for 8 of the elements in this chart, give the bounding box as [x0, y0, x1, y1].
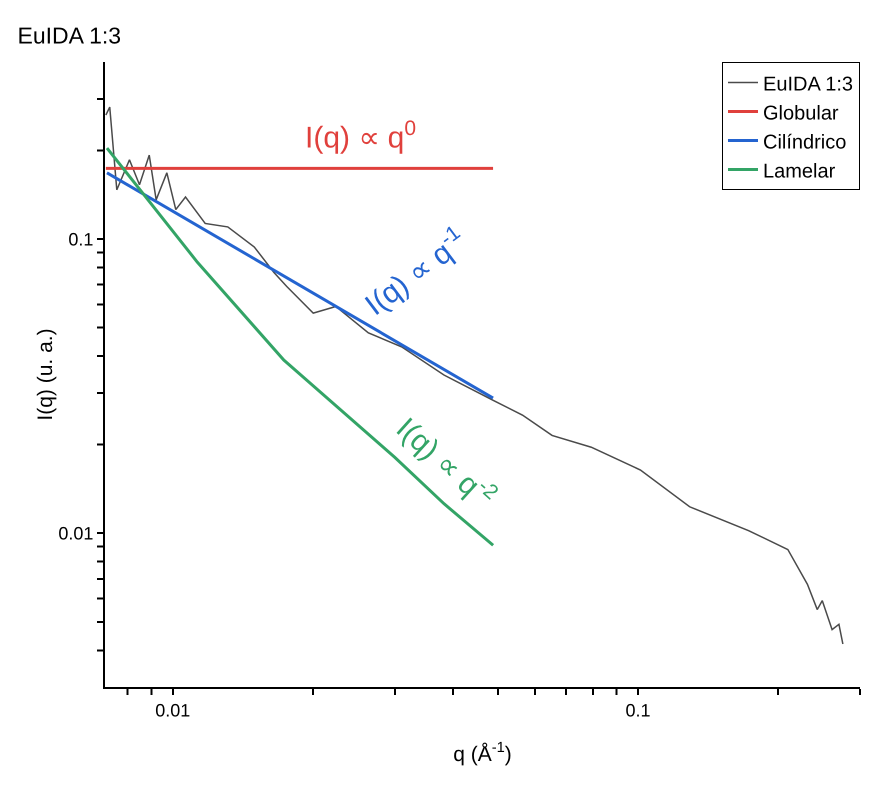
legend-label: Lamelar — [763, 160, 836, 182]
legend-label: Cilíndrico — [763, 131, 846, 154]
chart-title: EuIDA 1:3 — [18, 22, 122, 49]
x-axis-title: q (Å$^{-1}$) — [453, 740, 512, 766]
y-axis-title: I(q) (u. a.) — [34, 328, 57, 421]
legend-label: EuIDA 1:3 — [763, 73, 854, 96]
legend-label: Globular — [763, 102, 839, 124]
annotation: I(q) ∝ q$^{0}$ — [305, 117, 416, 155]
